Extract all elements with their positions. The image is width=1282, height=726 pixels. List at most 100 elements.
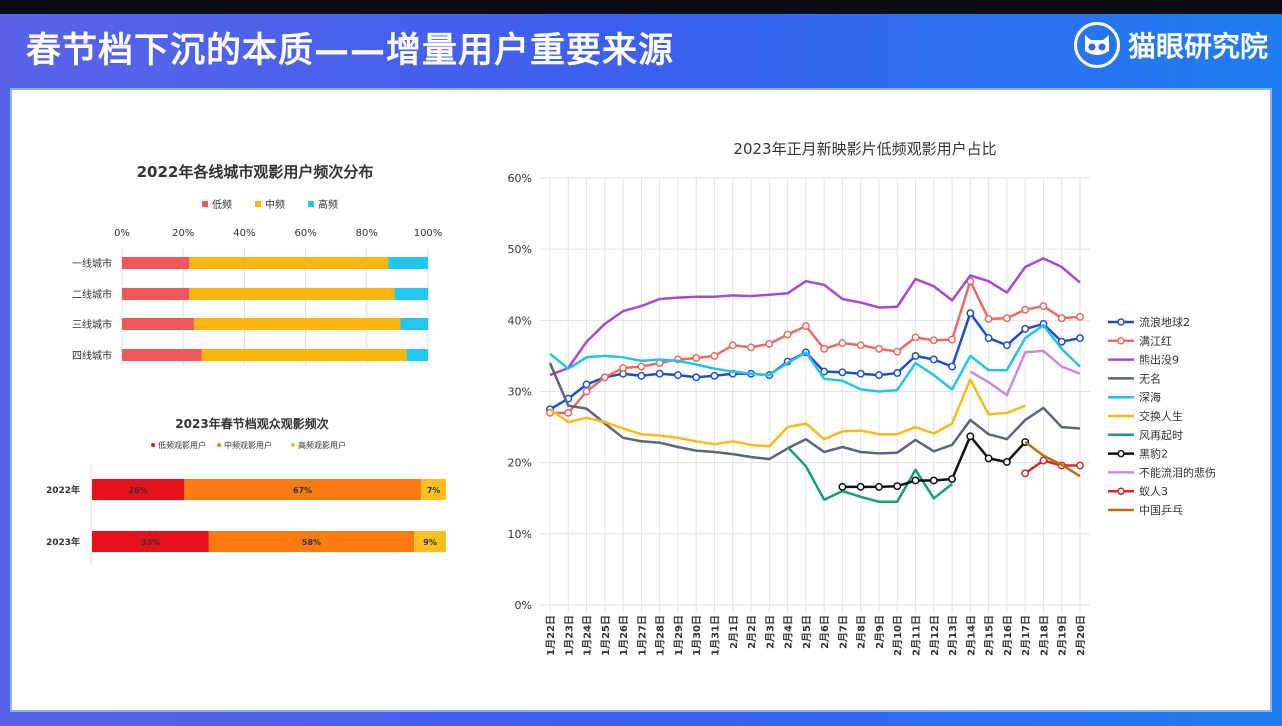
legend-marker — [1117, 318, 1125, 326]
x-tick-label: 1月26日 — [618, 615, 630, 656]
data-point — [600, 373, 609, 382]
data-point — [1021, 469, 1030, 478]
bar-segment — [92, 479, 185, 500]
data-label: 26% — [128, 486, 147, 495]
legend-dot — [217, 443, 221, 447]
legend-label: 深海 — [1139, 390, 1161, 404]
y-tick-label: 0% — [515, 599, 532, 612]
legend-swatch — [308, 201, 314, 207]
legend-dot — [151, 443, 155, 447]
x-tick-label: 2月12日 — [929, 615, 941, 656]
data-point — [856, 369, 865, 378]
data-point — [1002, 314, 1011, 323]
data-point — [875, 344, 883, 353]
x-tick-label: 1月31日 — [709, 615, 721, 656]
x-tick-label: 2月20日 — [1075, 615, 1087, 656]
x-tick-label: 1月22日 — [545, 615, 557, 656]
x-tick-label: 1月27日 — [636, 615, 648, 656]
x-tick-label: 2月8日 — [856, 615, 868, 649]
category-label: 2023年 — [46, 536, 80, 548]
legend-label: 熊出没9 — [1139, 353, 1179, 367]
series-line-8 — [969, 349, 1081, 397]
data-point — [655, 369, 664, 378]
series-line-4 — [549, 324, 1081, 393]
data-point — [893, 369, 902, 377]
legend-label: 流浪地球2 — [1139, 315, 1190, 329]
data-point — [875, 371, 883, 380]
data-point — [948, 475, 957, 483]
data-point — [875, 482, 883, 491]
y-tick-label: 20% — [508, 457, 532, 470]
data-point — [710, 351, 719, 360]
data-point — [966, 309, 975, 318]
x-tick-label: 1月30日 — [691, 615, 703, 656]
bar-segment — [201, 349, 407, 361]
data-point — [1076, 334, 1084, 343]
x-tick-label: 20% — [172, 228, 194, 239]
x-tick-label: 80% — [356, 228, 378, 239]
legend-swatch — [255, 201, 261, 207]
x-tick-label: 2月10日 — [892, 615, 904, 656]
data-point — [1021, 324, 1030, 333]
data-point — [1076, 312, 1084, 321]
legend-label: 低频观影用户 — [158, 440, 206, 450]
x-tick-label: 60% — [294, 228, 316, 239]
category-label: 三线城市 — [72, 318, 112, 331]
legend-marker — [1117, 449, 1125, 458]
x-tick-label: 2月11日 — [911, 615, 923, 656]
data-point — [637, 362, 646, 371]
legend-label: 低频 — [212, 198, 232, 211]
data-point — [838, 482, 847, 491]
x-tick-label: 2月16日 — [1002, 615, 1014, 656]
legend-label: 高频 — [318, 198, 338, 211]
y-tick-label: 40% — [508, 314, 532, 327]
data-point — [747, 343, 755, 352]
y-tick-label: 10% — [508, 528, 532, 541]
data-point — [1057, 314, 1066, 323]
bar-segment — [400, 318, 428, 330]
series-line-0 — [549, 311, 1081, 411]
bar-segment — [406, 349, 428, 361]
series-line-3 — [548, 362, 1081, 461]
bar-segment — [92, 531, 209, 552]
series-line-10 — [1024, 440, 1081, 478]
data-point — [765, 339, 774, 348]
data-point — [1021, 305, 1030, 314]
data-point — [893, 482, 902, 491]
legend-label: 无名 — [1139, 371, 1161, 385]
series-line-6 — [786, 446, 953, 504]
x-tick-label: 2月1日 — [728, 615, 740, 649]
data-point — [984, 314, 993, 323]
data-point — [911, 476, 920, 485]
bar-segment — [122, 349, 202, 361]
x-tick-label: 1月23日 — [563, 615, 575, 656]
x-tick-label: 2月17日 — [1020, 615, 1032, 656]
data-point — [1039, 456, 1048, 465]
x-tick-label: 2月4日 — [783, 615, 795, 649]
data-point — [783, 330, 792, 339]
brand-name: 猫眼研究院 — [1127, 30, 1268, 63]
data-point — [838, 339, 847, 348]
data-point — [673, 371, 682, 380]
x-tick-label: 2月15日 — [984, 615, 996, 656]
x-tick-label: 1月28日 — [655, 615, 667, 656]
data-point — [966, 432, 975, 441]
data-point — [911, 351, 920, 360]
brand: 猫眼研究院 — [1073, 22, 1268, 68]
bar-segment — [193, 318, 401, 330]
data-point — [911, 333, 920, 342]
category-label: 二线城市 — [72, 288, 112, 301]
bar-segment — [208, 531, 415, 552]
x-tick-label: 100% — [414, 228, 443, 239]
data-point — [710, 371, 719, 380]
series-line-2 — [549, 257, 1081, 377]
bar-segment — [388, 257, 428, 269]
x-tick-label: 2月6日 — [819, 615, 831, 649]
chart-title: 2023年正月新映影片低频观影用户占比 — [733, 140, 996, 158]
category-label: 2022年 — [46, 484, 80, 496]
category-label: 一线城市 — [72, 257, 112, 270]
bar-segment — [122, 257, 190, 269]
y-tick-label: 30% — [508, 386, 532, 399]
series-line-9 — [1024, 459, 1080, 475]
